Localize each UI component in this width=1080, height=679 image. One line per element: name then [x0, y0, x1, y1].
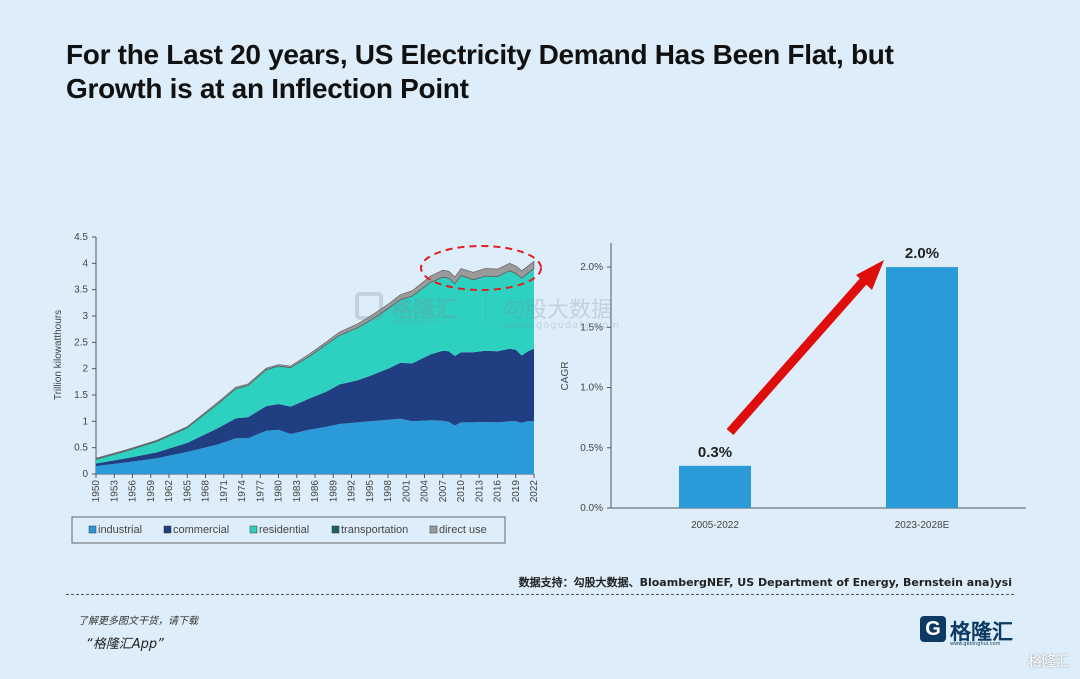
- area-series-industrial: [96, 418, 534, 474]
- area-y-tick-label: 1.5: [74, 390, 88, 401]
- area-x-tick-label: 1956: [128, 480, 139, 503]
- page-title-line-1: For the Last 20 years, US Electricity De…: [66, 39, 894, 70]
- watermark-logo-icon: [355, 292, 383, 320]
- brand-name: 格隆汇: [950, 620, 1013, 644]
- bar-y-tick-label: 2.0%: [580, 262, 603, 273]
- area-y-tick-label: 2.5: [74, 337, 88, 348]
- area-x-tick-label: 1986: [310, 480, 321, 503]
- bar-data-label: 2.0%: [905, 245, 939, 262]
- legend-label-direct_use: direct use: [439, 524, 487, 536]
- legend-label-industrial: industrial: [98, 524, 142, 536]
- area-x-tick-label: 1977: [255, 480, 266, 503]
- bar-chart-bars: 0.3% 2005-2022 2.0% 2023-2028E: [679, 245, 958, 531]
- area-x-tick-label: 2010: [456, 480, 467, 503]
- area-y-tick-label: 2: [82, 364, 88, 375]
- area-x-tick-label: 1971: [219, 480, 230, 503]
- bar-data-label: 0.3%: [698, 444, 732, 461]
- watermark-logo-url: www.gelonghui.com: [391, 319, 442, 325]
- area-y-tick-label: 3.5: [74, 285, 88, 296]
- watermark-url: www.gogudata.com: [505, 320, 621, 331]
- area-x-tick-label: 1959: [146, 480, 157, 503]
- bar-category-label: 2023-2028E: [895, 520, 950, 531]
- bar-chart: 0.0% 0.5% 1.0% 1.5% 2.0% 0.3% 2005-2022 2.0% 20…: [560, 243, 1026, 531]
- bar-2023-2028E: [886, 267, 958, 508]
- legend-label-transportation: transportation: [341, 524, 408, 536]
- area-y-tick-label: 4.5: [74, 232, 88, 243]
- page-title: For the Last 20 years, US Electricity De…: [66, 38, 966, 106]
- brand-url: www.gelonghui.com: [950, 641, 1001, 647]
- watermark-logo-text: 格隆汇: [391, 298, 458, 323]
- source-note: 数据支持：勾股大数据、BloambergNEF, US Department o…: [518, 576, 1012, 589]
- bar-y-tick-label: 1.5%: [580, 322, 603, 333]
- watermark-text: 勾股大数据: [503, 298, 614, 323]
- area-y-tick-label: 0.5: [74, 443, 88, 454]
- area-x-tick-label: 1989: [328, 480, 339, 503]
- area-x-tick-label: 2013: [474, 480, 485, 503]
- legend-label-commercial: commercial: [173, 524, 229, 536]
- area-chart-x-ticks: 1950 1953 1956 1959 1962 1965 1968 1971 1974 1977…: [91, 474, 540, 502]
- legend-swatch-commercial: [163, 525, 172, 534]
- area-series-residential: [96, 269, 534, 464]
- bar-y-tick-label: 0.5%: [580, 443, 603, 454]
- legend-swatch-direct_use: [429, 525, 438, 534]
- brand-logo-icon: G: [920, 616, 946, 642]
- area-chart: 1950 1953 1956 1959 1962 1965 1968 1971 1974 1977…: [53, 232, 542, 544]
- area-x-tick-label: 1983: [292, 480, 303, 503]
- area-x-tick-label: 1950: [91, 480, 102, 503]
- area-x-tick-label: 2022: [529, 480, 540, 503]
- bar-chart-y-label: CAGR: [560, 362, 571, 391]
- area-x-tick-label: 2004: [420, 480, 431, 503]
- bar-y-tick-label: 0.0%: [580, 503, 603, 514]
- corner-watermark: 格隆汇: [1028, 654, 1070, 670]
- area-x-tick-label: 1962: [164, 480, 175, 503]
- area-x-tick-label: 1974: [237, 480, 248, 503]
- area-x-tick-label: 2007: [438, 480, 449, 503]
- promo-app-name: “格隆汇App”: [86, 637, 164, 652]
- area-x-tick-label: 1998: [383, 480, 394, 503]
- bar-chart-axes: 0.0% 0.5% 1.0% 1.5% 2.0%: [580, 243, 1026, 514]
- area-chart-y-label: Trillion kilowatthours: [53, 310, 64, 400]
- area-y-tick-label: 3: [82, 311, 88, 322]
- area-chart-layers: [95, 260, 535, 474]
- bar-2005-2022: [679, 465, 751, 508]
- area-y-tick-label: 4: [82, 258, 88, 269]
- area-y-tick-label: 1: [82, 416, 88, 427]
- area-x-tick-label: 2001: [401, 480, 412, 503]
- area-x-tick-label: 1953: [109, 480, 120, 503]
- watermark-divider: [485, 292, 486, 326]
- legend-swatch-transportation: [331, 525, 340, 534]
- promo-text: 了解更多图文干货，请下载: [78, 616, 198, 627]
- area-x-tick-label: 1965: [182, 480, 193, 503]
- area-series-commercial: [96, 348, 534, 467]
- highlight-ellipse: [420, 245, 542, 291]
- area-x-tick-label: 2019: [511, 480, 522, 503]
- area-y-tick-label: 0: [82, 469, 88, 480]
- bar-category-label: 2005-2022: [691, 520, 739, 531]
- area-chart-legend: industrial commercial residential transport…: [71, 516, 506, 544]
- area-chart-y-ticks: 0 0.5 1 1.5 2 2.5 3 3.5 4 4.5: [74, 232, 96, 480]
- area-x-tick-label: 1992: [347, 480, 358, 503]
- bar-y-tick-label: 1.0%: [580, 383, 603, 394]
- area-x-tick-label: 2016: [493, 480, 504, 503]
- legend-swatch-industrial: [88, 525, 97, 534]
- area-x-tick-label: 1968: [201, 480, 212, 503]
- legend-swatch-residential: [249, 525, 258, 534]
- area-x-tick-label: 1995: [365, 480, 376, 503]
- area-x-tick-label: 1980: [274, 480, 285, 503]
- growth-arrow: [726, 260, 884, 435]
- divider: [66, 594, 1014, 595]
- legend-box: [71, 516, 506, 544]
- legend-label-residential: residential: [259, 524, 309, 536]
- brand-logo: G 格隆汇 www.gelonghui.com: [920, 614, 1020, 648]
- area-series-direct_use: [95, 260, 535, 460]
- page-title-line-2: Growth is at an Inflection Point: [66, 73, 469, 104]
